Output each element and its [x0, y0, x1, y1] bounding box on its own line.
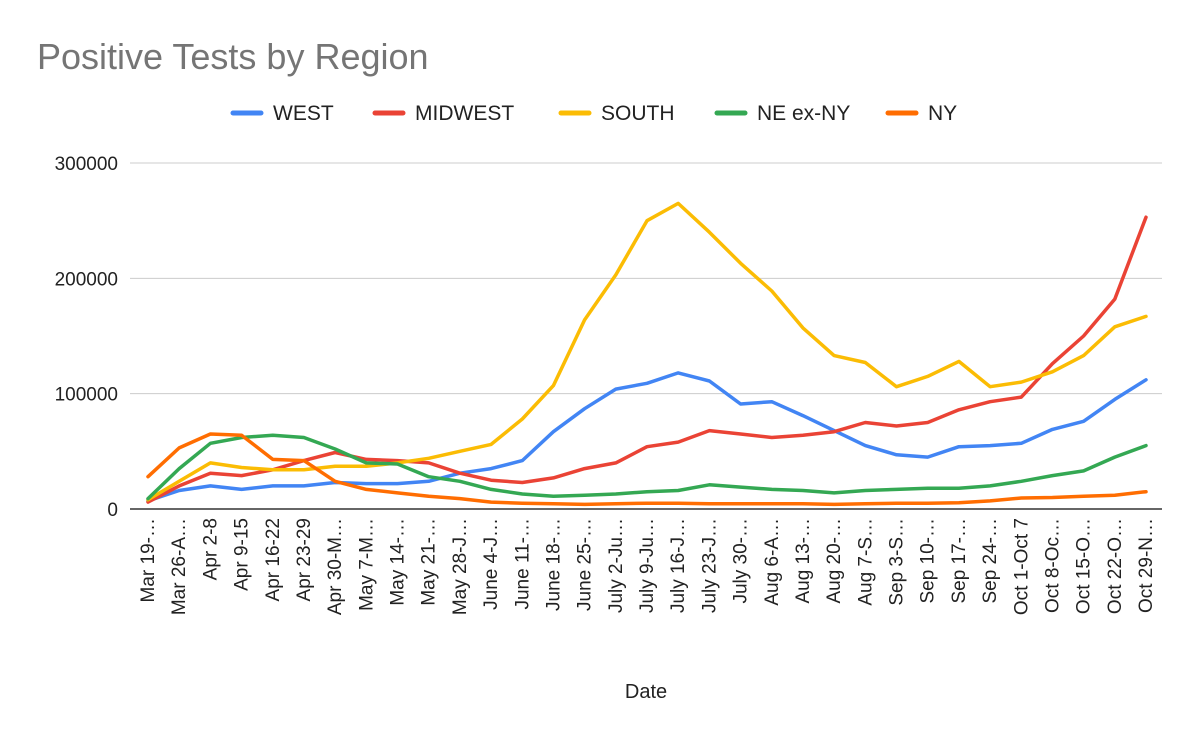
legend-label: NE ex-NY	[757, 102, 850, 125]
series-line-midwest	[146, 215, 1148, 504]
y-axis: 0 100000 200000 300000	[55, 154, 118, 521]
series-line-west	[146, 371, 1148, 503]
legend: WEST MIDWEST SOUTH NE ex-NY NY	[230, 102, 957, 125]
chart-title: Positive Tests by Region	[37, 36, 429, 77]
x-tick-label: Apr 2-8	[200, 518, 221, 580]
x-tick-label: Sep 24-…	[980, 518, 1001, 604]
x-tick-label: July 2-Ju…	[606, 518, 627, 613]
x-tick-label: Sep 3-S…	[887, 518, 908, 606]
x-tick-label: Mar 19-…	[138, 518, 159, 602]
series-lines	[146, 201, 1148, 507]
x-tick-label: Aug 20-…	[824, 518, 845, 604]
x-tick-label: May 21-…	[419, 518, 440, 606]
legend-item-south: SOUTH	[558, 102, 675, 125]
x-tick-label: June 18-…	[543, 518, 564, 611]
legend-item-midwest: MIDWEST	[372, 102, 514, 125]
x-tick-label: Apr 30-M…	[325, 518, 346, 615]
x-tick-label: Oct 1-Oct 7	[1011, 518, 1032, 615]
x-tick-label: Oct 22-O…	[1105, 518, 1126, 614]
series-line-ne-ex-ny	[146, 433, 1148, 501]
series-line-ny	[146, 432, 1148, 507]
x-tick-label: Oct 29-N…	[1136, 518, 1157, 613]
x-tick-label: Sep 17-…	[949, 518, 970, 604]
x-tick-label: Mar 26-A…	[169, 518, 190, 615]
x-tick-label: Apr 23-29	[294, 518, 315, 601]
x-axis-label: Date	[625, 681, 667, 703]
gridlines	[130, 162, 1162, 395]
x-tick-label: Oct 15-O…	[1074, 518, 1095, 614]
legend-label: NY	[928, 102, 957, 125]
x-tick-label: July 9-Ju…	[637, 518, 658, 613]
x-tick-label: Oct 8-Oc…	[1042, 518, 1063, 613]
y-tick-label: 0	[107, 500, 118, 521]
y-tick-label: 100000	[55, 385, 118, 406]
x-tick-label: July 30-…	[731, 518, 752, 604]
x-tick-label: July 16-J…	[668, 518, 689, 613]
x-tick-label: June 4-J…	[481, 518, 502, 610]
x-tick-label: May 7-M…	[356, 518, 377, 611]
x-tick-label: Aug 13-…	[793, 518, 814, 604]
x-tick-label: June 25-…	[575, 518, 596, 611]
y-tick-label: 300000	[55, 154, 118, 175]
legend-label: MIDWEST	[415, 102, 514, 125]
x-tick-label: June 11-…	[512, 518, 533, 610]
legend-item-west: WEST	[230, 102, 334, 125]
x-tick-label: May 28-J…	[450, 518, 471, 615]
legend-item-ne-ex-ny: NE ex-NY	[714, 102, 850, 125]
legend-label: WEST	[273, 102, 334, 125]
x-axis: Mar 19-… Mar 26-A… Apr 2-8 Apr 9-15 Apr 16-2…	[138, 518, 1157, 615]
y-tick-label: 200000	[55, 269, 118, 290]
legend-label: SOUTH	[601, 102, 675, 125]
x-tick-label: Apr 9-15	[232, 518, 253, 591]
x-tick-label: Aug 7-S…	[855, 518, 876, 606]
x-tick-label: Aug 6-A…	[762, 518, 783, 606]
legend-item-ny: NY	[885, 102, 957, 125]
x-tick-label: May 14-…	[388, 518, 409, 606]
x-tick-label: July 23-J…	[699, 518, 720, 613]
x-tick-label: Apr 16-22	[263, 518, 284, 601]
series-line-south	[146, 201, 1148, 502]
x-tick-label: Sep 10-…	[918, 518, 939, 604]
